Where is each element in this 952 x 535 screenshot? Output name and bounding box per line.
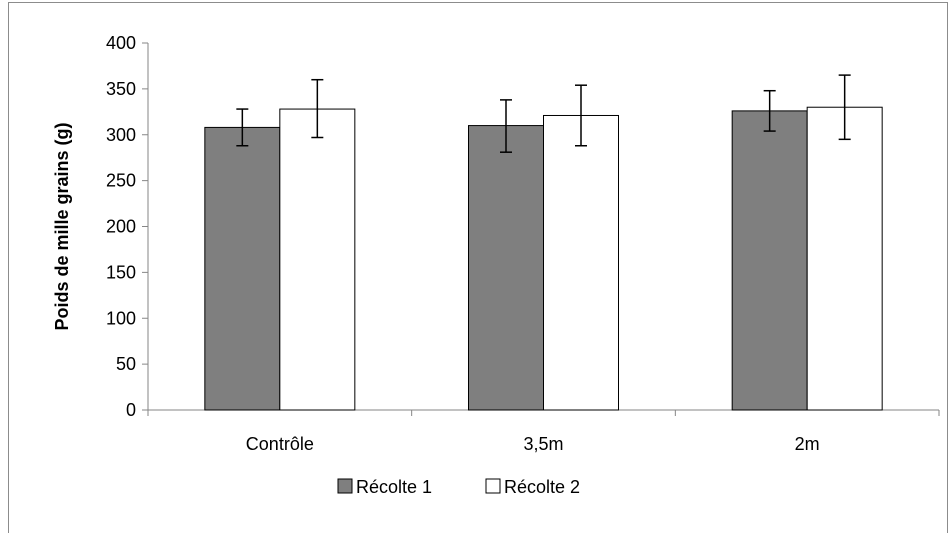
y-tick-label: 350 bbox=[106, 79, 136, 99]
y-tick-label: 0 bbox=[126, 400, 136, 420]
y-tick-label: 200 bbox=[106, 217, 136, 237]
y-tick-label: 50 bbox=[116, 354, 136, 374]
bar bbox=[731, 110, 808, 411]
bar bbox=[468, 125, 544, 411]
bar bbox=[806, 106, 883, 411]
legend-label: Récolte 1 bbox=[356, 477, 432, 497]
bar bbox=[279, 108, 356, 411]
legend-swatch bbox=[337, 478, 353, 494]
y-tick-label: 100 bbox=[106, 308, 136, 328]
x-tick-label: Contrôle bbox=[246, 434, 314, 454]
bar bbox=[543, 114, 619, 411]
y-tick-label: 300 bbox=[106, 125, 136, 145]
legend-label: Récolte 2 bbox=[504, 477, 580, 497]
x-tick-label: 3,5m bbox=[523, 434, 563, 454]
x-tick-label: 2m bbox=[795, 434, 820, 454]
legend-swatch bbox=[485, 478, 501, 494]
y-tick-label: 400 bbox=[106, 33, 136, 53]
bar bbox=[204, 126, 281, 411]
y-tick-label: 250 bbox=[106, 171, 136, 191]
y-tick-label: 150 bbox=[106, 262, 136, 282]
y-axis-title: Poids de mille grains (g) bbox=[52, 122, 72, 330]
chart-frame bbox=[8, 2, 948, 533]
